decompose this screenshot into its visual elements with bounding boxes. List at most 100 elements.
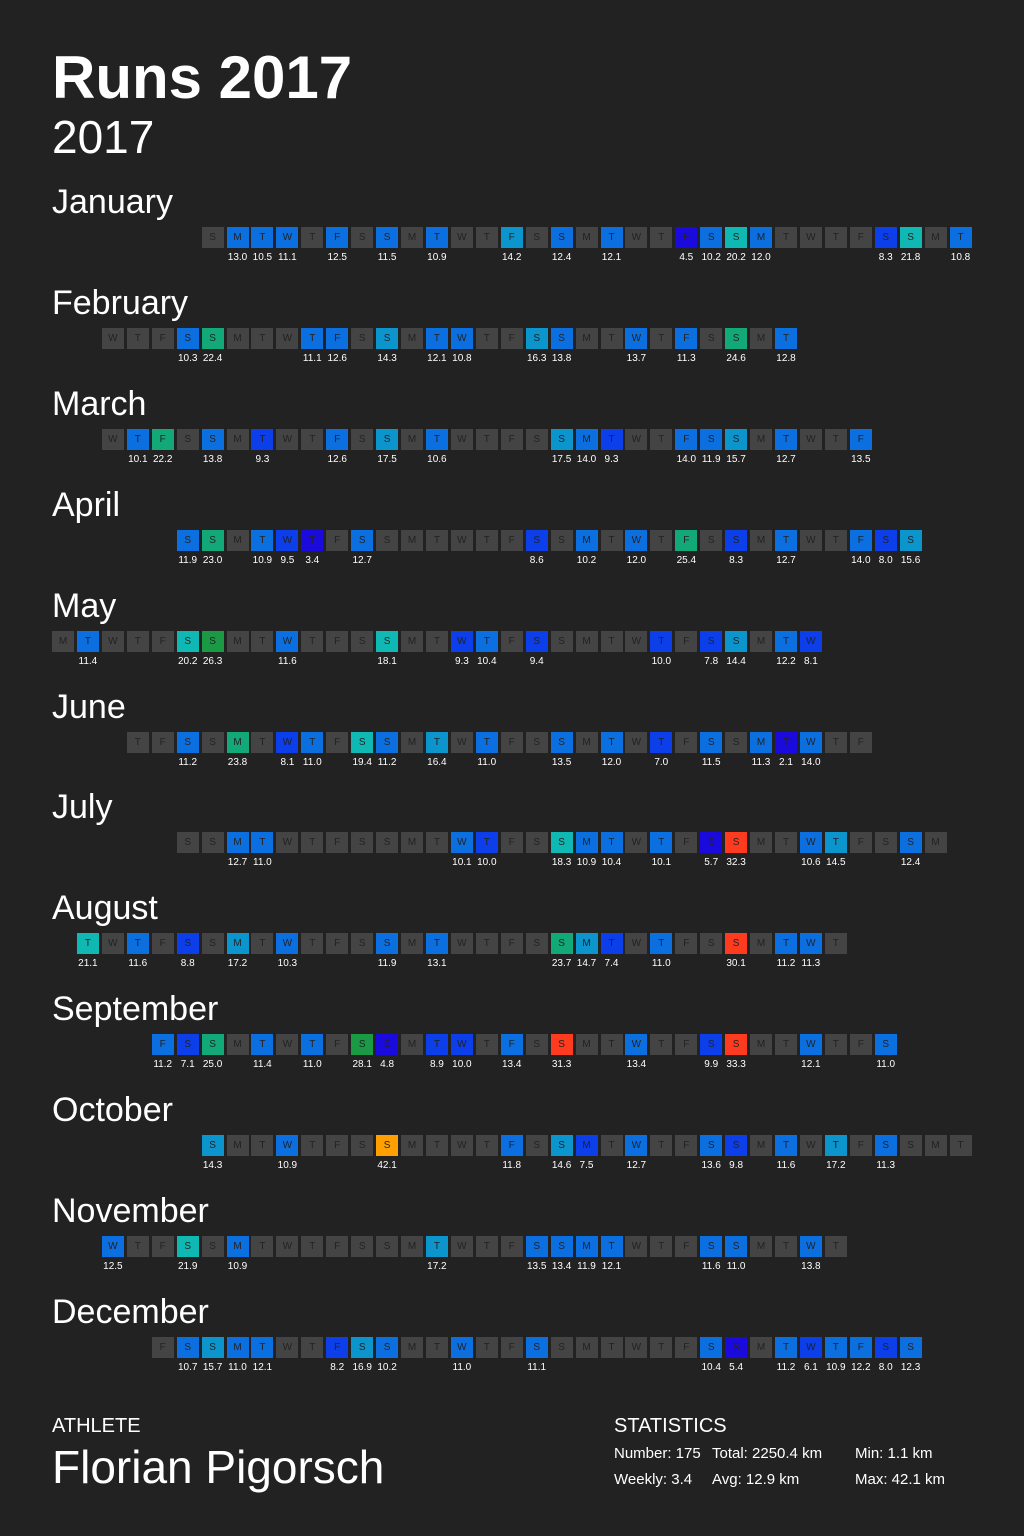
day-cell: T xyxy=(650,428,673,450)
run-distance-label: 42.1 xyxy=(377,1160,397,1172)
day-cell: W xyxy=(101,327,124,349)
run-day-cell: T xyxy=(425,428,448,450)
run-distance-label: 7.0 xyxy=(654,756,669,768)
day-cell: W xyxy=(799,1135,822,1157)
run-day-cell: S xyxy=(725,1336,748,1358)
run-distance-label: 16.9 xyxy=(352,1361,372,1373)
day-cell: M xyxy=(575,1034,598,1056)
run-day-cell: F xyxy=(500,227,523,248)
day-cell: T xyxy=(600,1135,623,1157)
run-day-cell: F xyxy=(675,529,698,551)
day-cell: T xyxy=(126,1236,149,1257)
run-distance-label: 11.2 xyxy=(153,1059,173,1071)
day-cell: F xyxy=(151,1236,174,1257)
day-cell: T xyxy=(775,1236,797,1257)
run-day-cell: S xyxy=(525,327,548,349)
day-cell: F xyxy=(500,428,523,450)
day-cell: S xyxy=(351,832,374,854)
day-cell: W xyxy=(625,731,648,753)
month-name: October xyxy=(52,1091,173,1130)
run-distance-label: 13.4 xyxy=(551,1261,572,1272)
month-row-february: February W T F 10.3 S 22.4 S M T W 11.1 T 12.6 F S 14.3 S… xyxy=(0,286,1024,387)
run-distance-label: 12.1 xyxy=(601,1261,622,1272)
day-cell: F xyxy=(500,933,523,955)
run-distance-label: 12.7 xyxy=(776,554,796,566)
run-distance-label: 11.0 xyxy=(876,1059,896,1071)
month-name: March xyxy=(52,384,147,423)
run-distance-label: 26.3 xyxy=(202,655,223,667)
run-distance-label: 12.5 xyxy=(327,252,347,263)
run-distance-label: 20.2 xyxy=(177,655,198,667)
month-name: January xyxy=(52,183,173,221)
day-cell: T xyxy=(824,529,847,551)
statistics-label: STATISTICS xyxy=(614,1415,727,1437)
run-distance-label: 11.9 xyxy=(701,453,721,465)
run-distance-label: 21.9 xyxy=(177,1261,198,1272)
day-cell: F xyxy=(151,933,174,955)
run-day-cell: W xyxy=(799,832,822,854)
day-cell: M xyxy=(401,630,423,652)
run-day-cell: T xyxy=(600,428,623,450)
run-distance-label: 12.0 xyxy=(601,756,622,768)
day-cell: W xyxy=(625,933,648,955)
day-cell: T xyxy=(824,1236,847,1257)
run-distance-label: 13.4 xyxy=(501,1059,522,1071)
day-cell: S xyxy=(525,933,548,955)
run-day-cell: S xyxy=(700,1336,723,1358)
run-distance-label: 8.6 xyxy=(529,554,544,566)
run-day-cell: T xyxy=(425,327,448,349)
run-distance-label: 21.8 xyxy=(900,252,921,263)
run-day-cell: S xyxy=(176,630,199,652)
run-day-cell: S xyxy=(700,227,723,248)
run-distance-label: 12.3 xyxy=(900,1361,921,1373)
day-cell: T xyxy=(301,1135,324,1157)
run-distance-label: 11.6 xyxy=(128,958,148,970)
day-cell: T xyxy=(425,1135,448,1157)
day-cell: S xyxy=(725,731,748,753)
day-cell: M xyxy=(401,428,423,450)
day-cell: F xyxy=(500,1236,523,1257)
run-day-cell: S xyxy=(351,1034,374,1056)
run-distance-label: 14.0 xyxy=(576,453,597,465)
run-distance-label: 11.5 xyxy=(701,756,721,768)
month-name: February xyxy=(52,283,189,322)
run-day-cell: S xyxy=(550,227,573,248)
run-day-cell: S xyxy=(176,1034,199,1056)
run-distance-label: 17.2 xyxy=(826,1160,846,1172)
run-day-cell: T xyxy=(301,529,324,551)
day-cell: S xyxy=(201,933,224,955)
run-day-cell: W xyxy=(625,529,648,551)
day-cell: S xyxy=(899,1135,922,1157)
run-distance-label: 8.3 xyxy=(878,252,893,263)
month-name: November xyxy=(52,1192,209,1230)
run-distance-label: 17.2 xyxy=(427,1261,447,1272)
run-distance-label: 11.0 xyxy=(452,1361,472,1373)
day-cell: W xyxy=(450,1135,473,1157)
run-day-cell: T xyxy=(650,630,673,652)
month-row-march: March W 10.1 T 22.2 F S 13.8 S M 9.3 T W T 12.6 F S 17.5 S… xyxy=(0,387,1024,488)
day-cell: W xyxy=(276,832,299,854)
run-distance-label: 14.3 xyxy=(377,352,397,364)
day-cell: M xyxy=(401,933,423,955)
run-distance-label: 23.8 xyxy=(227,756,248,768)
run-day-cell: S xyxy=(899,1336,922,1358)
day-cell: M xyxy=(750,529,772,551)
day-cell: F xyxy=(500,327,523,349)
run-day-cell: T xyxy=(775,327,797,349)
run-distance-label: 8.0 xyxy=(878,1361,893,1373)
month-row-september: September 11.2 F 7.1 S 25.0 S M 11.4 T W 11.0 T F 28.1… xyxy=(0,992,1024,1093)
run-distance-label: 14.0 xyxy=(801,756,821,768)
run-day-cell: W xyxy=(625,327,648,349)
day-cell: T xyxy=(824,933,847,955)
run-distance-label: 17.5 xyxy=(551,453,572,465)
run-distance-label: 10.4 xyxy=(701,1361,721,1373)
day-cell: S xyxy=(550,1336,573,1358)
run-day-cell: T xyxy=(251,428,274,450)
day-cell: T xyxy=(475,428,498,450)
run-distance-label: 8.3 xyxy=(729,554,744,566)
month-row-january: January S 13.0 M 10.5 T 11.1 W T 12.5 F S 11.5 S M 10.9… xyxy=(0,185,1024,286)
run-distance-label: 12.1 xyxy=(427,352,447,364)
day-cell: S xyxy=(176,832,199,854)
run-day-cell: W xyxy=(276,227,299,248)
run-distance-label: 19.4 xyxy=(352,756,372,768)
